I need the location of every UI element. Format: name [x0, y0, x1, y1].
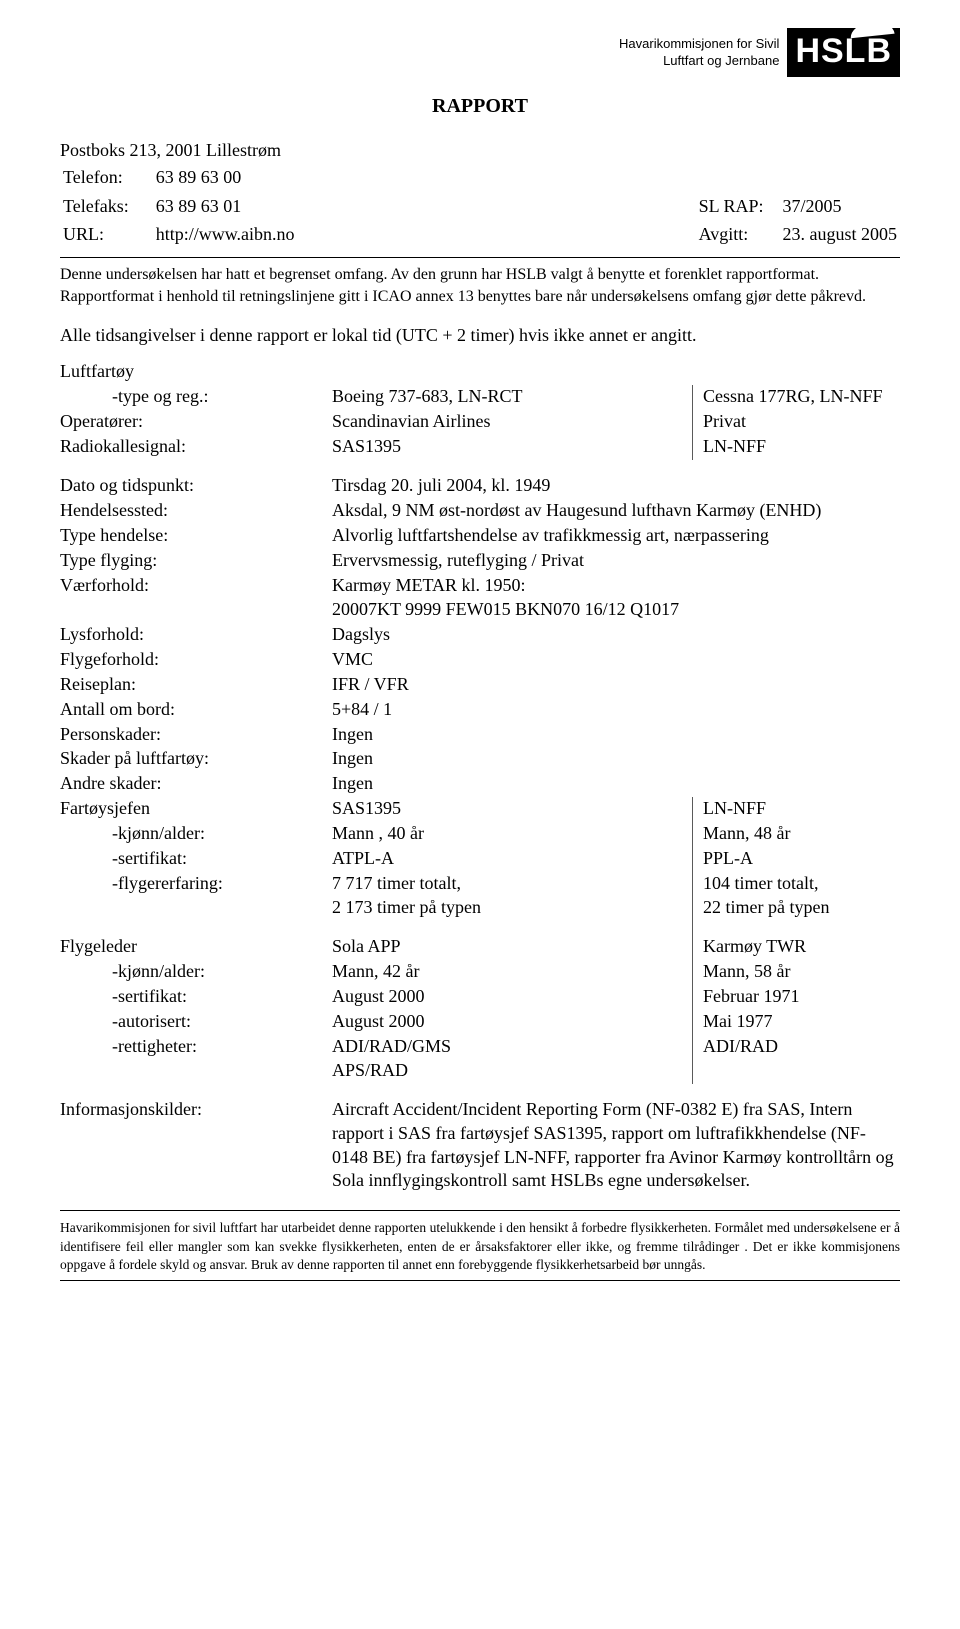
fax-label: Telefaks: — [62, 193, 153, 219]
flight-type-label: Type flyging: — [60, 549, 332, 574]
pic-b: LN-NFF — [693, 797, 901, 822]
logo-text: HSLB — [795, 32, 892, 70]
ac-dmg-label: Skader på luftfartøy: — [60, 747, 332, 772]
atc-rights-label: -rettigheter: — [60, 1035, 332, 1084]
datetime-value: Tirsdag 20. juli 2004, kl. 1949 — [332, 460, 900, 499]
address-line: Postboks 213, 2001 Lillestrøm — [60, 138, 298, 162]
event-type-value: Alvorlig luftfartshendelse av trafikkmes… — [332, 524, 900, 549]
atc-sex-age-b: Mann, 58 år — [693, 960, 901, 985]
other-dmg-value: Ingen — [332, 772, 900, 797]
pic-cert-b: PPL-A — [693, 847, 901, 872]
callsign-a: SAS1395 — [332, 435, 693, 460]
phone-value: 63 89 63 00 — [155, 164, 296, 190]
divider — [60, 257, 900, 258]
atc-a: Sola APP — [332, 921, 693, 960]
org-name: Havarikommisjonen for Sivil Luftfart og … — [619, 36, 779, 70]
sources-label: Informasjonskilder: — [60, 1084, 332, 1195]
pers-dmg-value: Ingen — [332, 723, 900, 748]
weather-value-l2: 20007KT 9999 FEW015 BKN070 16/12 Q1017 — [332, 598, 900, 622]
flight-type-value: Ervervsmessig, ruteflyging / Privat — [332, 549, 900, 574]
atc-sex-age-label: -kjønn/alder: — [60, 960, 332, 985]
pers-dmg-label: Personskader: — [60, 723, 332, 748]
hslb-logo: HSLB — [787, 28, 900, 77]
letterhead: Havarikommisjonen for Sivil Luftfart og … — [60, 28, 900, 77]
facts-table: Luftfartøy -type og reg.: Boeing 737-683… — [60, 360, 900, 1194]
footer-disclaimer: Havarikommisjonen for sivil luftfart har… — [60, 1219, 900, 1274]
page: Havarikommisjonen for Sivil Luftfart og … — [0, 0, 960, 1307]
meta-left: Postboks 213, 2001 Lillestrøm Telefon: 6… — [60, 138, 298, 249]
meta-right: SL RAP: 37/2005 Avgitt: 23. august 2005 — [696, 191, 900, 250]
atc-rights-b: ADI/RAD — [693, 1035, 901, 1084]
operators-b: Privat — [693, 410, 901, 435]
operators-label: Operatører: — [60, 410, 332, 435]
pic-sex-age-b: Mann, 48 år — [693, 822, 901, 847]
pic-sex-age-a: Mann , 40 år — [332, 822, 693, 847]
operators-a: Scandinavian Airlines — [332, 410, 693, 435]
pob-value: 5+84 / 1 — [332, 698, 900, 723]
divider — [60, 1210, 900, 1211]
aircraft-label: Luftfartøy — [60, 360, 332, 385]
atc-authorized-b: Mai 1977 — [693, 1010, 901, 1035]
pic-a: SAS1395 — [332, 797, 693, 822]
atc-cert-label: -sertifikat: — [60, 985, 332, 1010]
pic-exp-a-l1: 7 717 timer totalt, — [332, 872, 692, 896]
intro-paragraph-1: Denne undersøkelsen har hatt et begrense… — [60, 264, 900, 307]
pic-cert-a: ATPL-A — [332, 847, 693, 872]
org-name-line1: Havarikommisjonen for Sivil — [619, 36, 779, 53]
type-reg-label: -type og reg.: — [60, 385, 332, 410]
sources-text: Aircraft Accident/Incident Reporting For… — [332, 1084, 900, 1195]
callsign-b: LN-NFF — [693, 435, 901, 460]
plan-label: Reiseplan: — [60, 673, 332, 698]
weather-value-l1: Karmøy METAR kl. 1950: — [332, 574, 900, 598]
atc-b: Karmøy TWR — [693, 921, 901, 960]
intro-paragraph-2: Alle tidsangivelser i denne rapport er l… — [60, 325, 900, 346]
flight-cond-value: VMC — [332, 648, 900, 673]
atc-cert-a: August 2000 — [332, 985, 693, 1010]
atc-sex-age-a: Mann, 42 år — [332, 960, 693, 985]
atc-label: Flygeleder — [60, 921, 332, 960]
fax-value: 63 89 63 01 — [155, 193, 296, 219]
meta-block: Postboks 213, 2001 Lillestrøm Telefon: 6… — [60, 138, 900, 249]
url-label: URL: — [62, 221, 153, 247]
pic-exp-b-l2: 22 timer på typen — [703, 896, 900, 920]
rap-label: SL RAP: — [698, 193, 780, 219]
phone-label: Telefon: — [62, 164, 153, 190]
issued-label: Avgitt: — [698, 221, 780, 247]
light-label: Lysforhold: — [60, 623, 332, 648]
pic-cert-label: -sertifikat: — [60, 847, 332, 872]
pic-sex-age-label: -kjønn/alder: — [60, 822, 332, 847]
atc-cert-b: Februar 1971 — [693, 985, 901, 1010]
callsign-label: Radiokallesignal: — [60, 435, 332, 460]
ac-dmg-value: Ingen — [332, 747, 900, 772]
pic-label: Fartøysjefen — [60, 797, 332, 822]
datetime-label: Dato og tidspunkt: — [60, 460, 332, 499]
atc-rights-a-l1: ADI/RAD/GMS — [332, 1035, 692, 1059]
pic-exp-a-l2: 2 173 timer på typen — [332, 896, 692, 920]
rap-value: 37/2005 — [782, 193, 899, 219]
atc-authorized-a: August 2000 — [332, 1010, 693, 1035]
other-dmg-label: Andre skader: — [60, 772, 332, 797]
issued-value: 23. august 2005 — [782, 221, 899, 247]
page-title: RAPPORT — [60, 95, 900, 118]
event-type-label: Type hendelse: — [60, 524, 332, 549]
place-label: Hendelsessted: — [60, 499, 332, 524]
type-reg-a: Boeing 737-683, LN-RCT — [332, 385, 693, 410]
light-value: Dagslys — [332, 623, 900, 648]
pic-exp-label: -flygererfaring: — [60, 872, 332, 921]
plan-value: IFR / VFR — [332, 673, 900, 698]
pic-exp-b-l1: 104 timer totalt, — [703, 872, 900, 896]
place-value: Aksdal, 9 NM øst-nordøst av Haugesund lu… — [332, 499, 900, 524]
flight-cond-label: Flygeforhold: — [60, 648, 332, 673]
type-reg-b: Cessna 177RG, LN-NFF — [693, 385, 901, 410]
atc-authorized-label: -autorisert: — [60, 1010, 332, 1035]
weather-label: Værforhold: — [60, 574, 332, 623]
url-value: http://www.aibn.no — [155, 221, 296, 247]
pob-label: Antall om bord: — [60, 698, 332, 723]
org-name-line2: Luftfart og Jernbane — [619, 53, 779, 70]
atc-rights-a-l2: APS/RAD — [332, 1059, 692, 1083]
divider — [60, 1280, 900, 1281]
